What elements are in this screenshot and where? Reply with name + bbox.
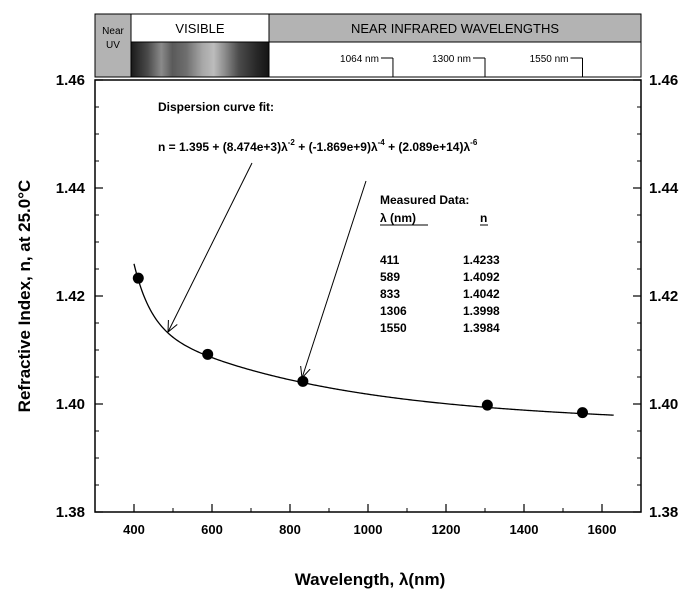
near-uv-box (94, 13, 132, 78)
band-marker-label: 1550 nm (530, 54, 569, 65)
x-tick-label: 1200 (432, 522, 461, 537)
table-cell-index: 1.4233 (463, 253, 500, 267)
table-cell-index: 1.3998 (463, 304, 500, 318)
table-cell-wavelength: 1306 (380, 304, 407, 318)
near-ir-header-box (268, 13, 642, 43)
fit-curve-line (133, 263, 614, 416)
band-marker-label: 1300 nm (432, 54, 471, 65)
right-y-tick-label: 1.46 (649, 72, 678, 89)
y-tick-label: 1.38 (56, 504, 85, 521)
data-points-group (132, 272, 588, 419)
spectrum-band: Near UV VISIBLE NEAR INFRARED WAVELENGTH… (94, 13, 642, 78)
measured-point (297, 375, 309, 387)
near-ir-label: NEAR INFRARED WAVELENGTHS (351, 21, 559, 36)
x-tick-label: 1400 (510, 522, 539, 537)
fit-arrow-2 (302, 180, 367, 378)
measured-point (481, 399, 493, 411)
x-tick-label: 1600 (588, 522, 617, 537)
x-tick-label: 800 (279, 522, 301, 537)
visible-label: VISIBLE (175, 21, 224, 36)
fit-curve-group (133, 263, 614, 416)
x-axis-title: Wavelength, λ(nm) (295, 570, 446, 589)
band-markers: 1064 nm 1300 nm 1550 nm (340, 54, 583, 77)
measured-point (132, 272, 144, 284)
right-y-tick-label: 1.42 (649, 288, 678, 305)
fit-equation: n = 1.395 + (8.474e+3)λ-2 + (-1.869e+9)λ… (158, 138, 478, 154)
table-cell-wavelength: 833 (380, 287, 400, 301)
measured-point (577, 407, 588, 419)
table-cell-index: 1.3984 (463, 321, 500, 335)
fit-label: Dispersion curve fit: (158, 100, 274, 114)
table-cell-wavelength: 589 (380, 270, 400, 284)
visible-spectrum-gradient (130, 41, 270, 78)
band-marker-label: 1064 nm (340, 54, 379, 65)
near-uv-label-line1: Near (102, 26, 124, 37)
right-y-tick-label: 1.44 (649, 180, 679, 197)
y-tick-label: 1.42 (56, 288, 85, 305)
y-tick-label: 1.44 (56, 180, 86, 197)
table-col2-header: n (480, 211, 487, 225)
y-tick-label: 1.40 (56, 396, 85, 413)
right-y-tick-label: 1.38 (649, 504, 678, 521)
x-tick-label: 1000 (354, 522, 383, 537)
table-cell-index: 1.4042 (463, 287, 500, 301)
near-uv-label-line2: UV (106, 40, 120, 51)
x-tick-label: 600 (201, 522, 223, 537)
table-title: Measured Data: (380, 193, 469, 207)
right-y-tick-label: 1.40 (649, 396, 678, 413)
table-cell-wavelength: 1550 (380, 321, 407, 335)
x-tick-label: 400 (123, 522, 145, 537)
near-ir-marker-box (268, 41, 642, 78)
table-cell-index: 1.4092 (463, 270, 500, 284)
axis-ticks: 400 600 800 1000 1200 1400 1600 1.38 1.38 1.40 1.4… (56, 72, 679, 537)
table-rows: 411 1.4233 589 1.4092 833 1.4042 1306 1.3998 155… (380, 253, 500, 335)
table-cell-wavelength: 411 (380, 253, 400, 267)
table-col1-header: λ (nm) (380, 211, 416, 225)
measured-point (202, 348, 214, 360)
y-axis-title: Refractive Index, n, at 25.0°C (15, 180, 34, 413)
visible-header-box (130, 13, 270, 43)
y-tick-label: 1.46 (56, 72, 85, 89)
measured-data-table: Measured Data: λ (nm) n 411 1.4233 589 1.40… (380, 193, 500, 335)
fit-arrow-1 (168, 162, 253, 332)
